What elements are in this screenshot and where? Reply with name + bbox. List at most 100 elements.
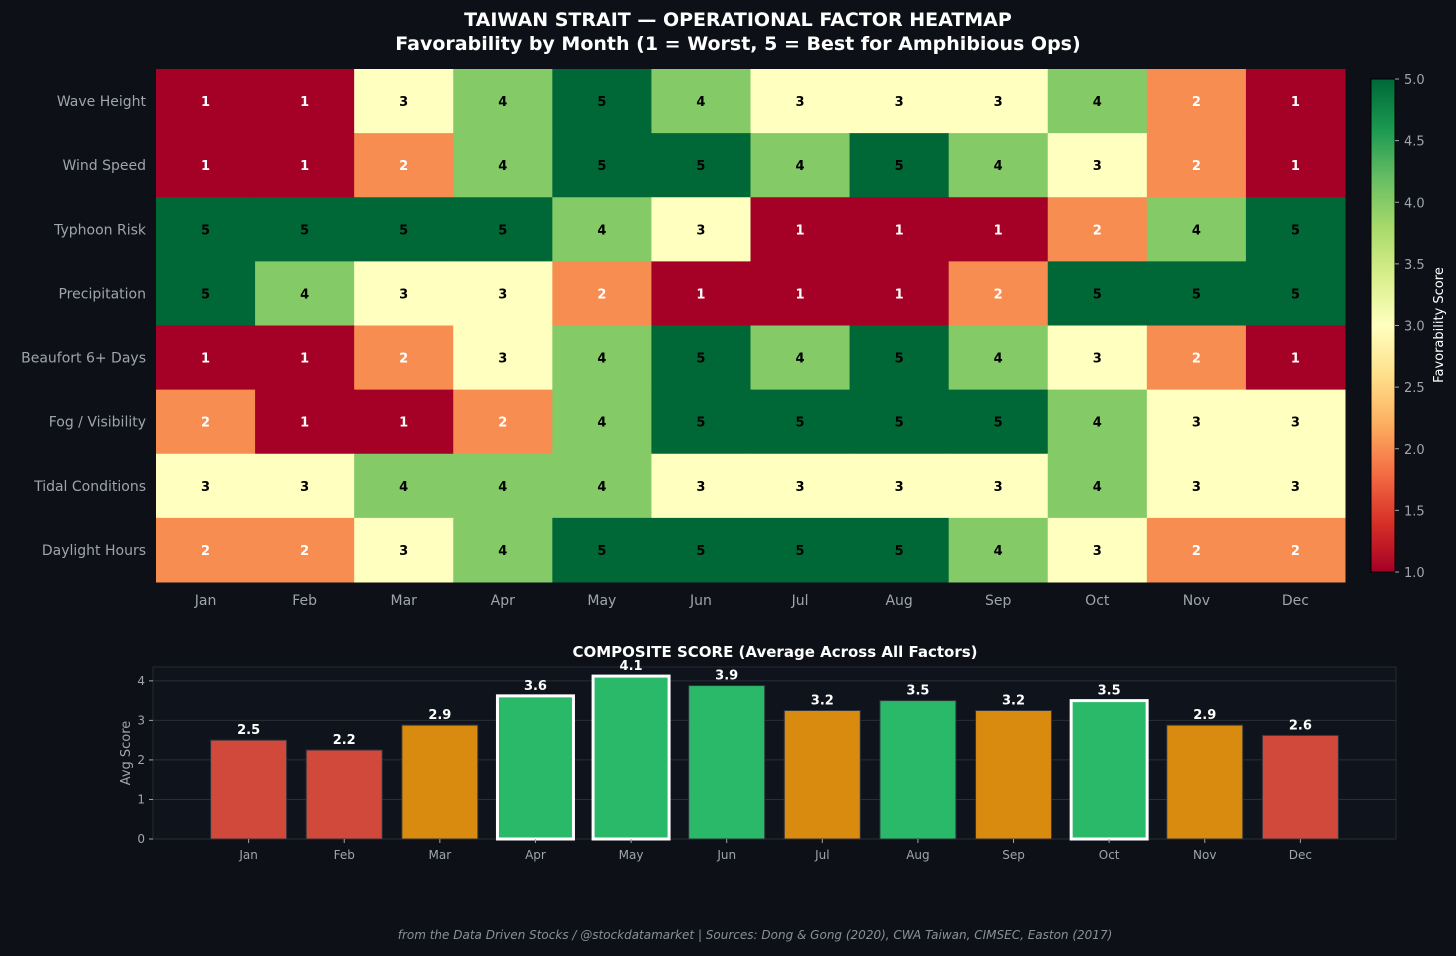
bar-value-label: 3.5 [906,684,929,699]
x-tick-label: May [587,593,616,609]
heatmap-cell-label: 5 [597,95,606,110]
heatmap-cell [354,69,454,134]
x-tick-label: Jul [791,593,809,609]
heatmap-cell-label: 5 [696,416,705,431]
heatmap-cell [453,325,553,391]
heatmap-cell-label: 3 [994,95,1003,110]
heatmap-cell-label: 4 [1093,95,1102,110]
bar-feb [305,749,383,840]
heatmap-cell-label: 2 [597,287,606,302]
heatmap-cell-label: 1 [696,287,705,302]
heatmap-cell-label: 1 [796,223,805,238]
x-tick-label: Aug [885,593,912,609]
heatmap-cell-label: 3 [1291,416,1300,431]
heatmap-cell-label: 3 [399,287,408,302]
heatmap-cell [354,453,454,519]
heatmap-cell [156,197,256,262]
heatmap-cell [1047,325,1148,391]
heatmap-cell [1047,133,1148,198]
y-tick-label: Daylight Hours [42,543,146,559]
x-tick-label: Oct [1099,848,1120,862]
heatmap-cell-label: 1 [994,223,1003,238]
x-tick-label: Dec [1289,848,1312,862]
heatmap-cell [849,197,950,262]
heatmap-cell [354,197,454,262]
y-tick-label: Fog / Visibility [49,415,146,431]
x-tick-label: Jun [716,848,736,862]
heatmap-cell-label: 5 [796,416,805,431]
heatmap-cell [552,517,652,583]
heatmap-cell [849,261,950,326]
heatmap-cell [849,389,950,455]
heatmap-cell-label: 3 [1093,159,1102,174]
heatmap-cell-label: 1 [300,95,309,110]
heatmap-cell-label: 2 [1192,544,1201,559]
heatmap-cell-label: 3 [399,95,408,110]
heatmap-cell-label: 4 [696,95,705,110]
heatmap-cell-label: 4 [300,287,309,302]
heatmap-cell [1047,261,1148,326]
heatmap-cell [552,453,652,519]
bar-may [591,674,671,841]
heatmap-cell [948,453,1049,519]
heatmap-cell [1047,517,1148,583]
y-tick-label: Precipitation [58,286,146,302]
colorbar-tick-label: 3.5 [1404,258,1425,273]
bar-value-label: 2.9 [1193,708,1216,723]
heatmap-cell-label: 2 [498,416,507,431]
heatmap-cell [453,261,553,326]
heatmap-cell [1146,517,1247,583]
heatmap-cell [1146,261,1247,326]
heatmap-cell [651,133,751,198]
heatmap-cell-label: 5 [994,416,1003,431]
heatmap-cell [552,69,652,134]
heatmap-cell-label: 3 [300,480,309,495]
heatmap-cell [1245,453,1346,519]
heatmap-cell [1245,517,1346,583]
y-tick-label: Typhoon Risk [53,222,147,238]
heatmap-cell-label: 2 [399,159,408,174]
x-tick-label: Jul [814,848,829,862]
heatmap-cell [750,325,851,391]
heatmap-cell-label: 5 [696,159,705,174]
heatmap-cell-label: 2 [1192,352,1201,367]
bar-value-label: 3.6 [524,679,547,694]
heatmap-cell-label: 3 [994,480,1003,495]
heatmap-cell-label: 2 [300,544,309,559]
heatmap-cell [849,517,950,583]
heatmap-cell-label: 5 [696,544,705,559]
colorbar-tick-label: 4.0 [1404,196,1425,211]
heatmap-cell-label: 4 [498,544,507,559]
y-tick-label: Tidal Conditions [33,479,146,495]
heatmap-cell [354,389,454,455]
x-tick-label: Mar [429,848,452,862]
heatmap-cell-label: 4 [597,223,606,238]
heatmap-cell [255,261,355,326]
heatmap-cell-label: 4 [796,352,805,367]
heatmap-cell-label: 5 [201,223,210,238]
heatmap-cell-label: 3 [201,480,210,495]
heatmap-cell-label: 5 [201,287,210,302]
heatmap-cell-label: 1 [201,95,210,110]
x-tick-label: May [619,848,644,862]
heatmap-cell [453,133,553,198]
heatmap-cell-label: 3 [1291,480,1300,495]
colorbar-gradient [1370,78,1396,573]
heatmap-cell-label: 2 [1291,544,1300,559]
heatmap-cell-label: 3 [1192,416,1201,431]
x-tick-label: Mar [390,593,417,609]
heatmap-cell [255,133,355,198]
heatmap-cell-label: 1 [895,223,904,238]
heatmap-cell-label: 2 [201,416,210,431]
bar-dec [1261,734,1339,840]
heatmap-cell-label: 1 [300,416,309,431]
heatmap-cell [651,69,751,134]
bar-jan [210,739,288,840]
heatmap-cell-label: 1 [201,159,210,174]
heatmap-cell-label: 4 [597,416,606,431]
heatmap-cell [849,325,950,391]
heatmap-cell [156,69,256,134]
bar-value-label: 3.9 [715,669,738,684]
x-tick-label: Jan [238,848,258,862]
